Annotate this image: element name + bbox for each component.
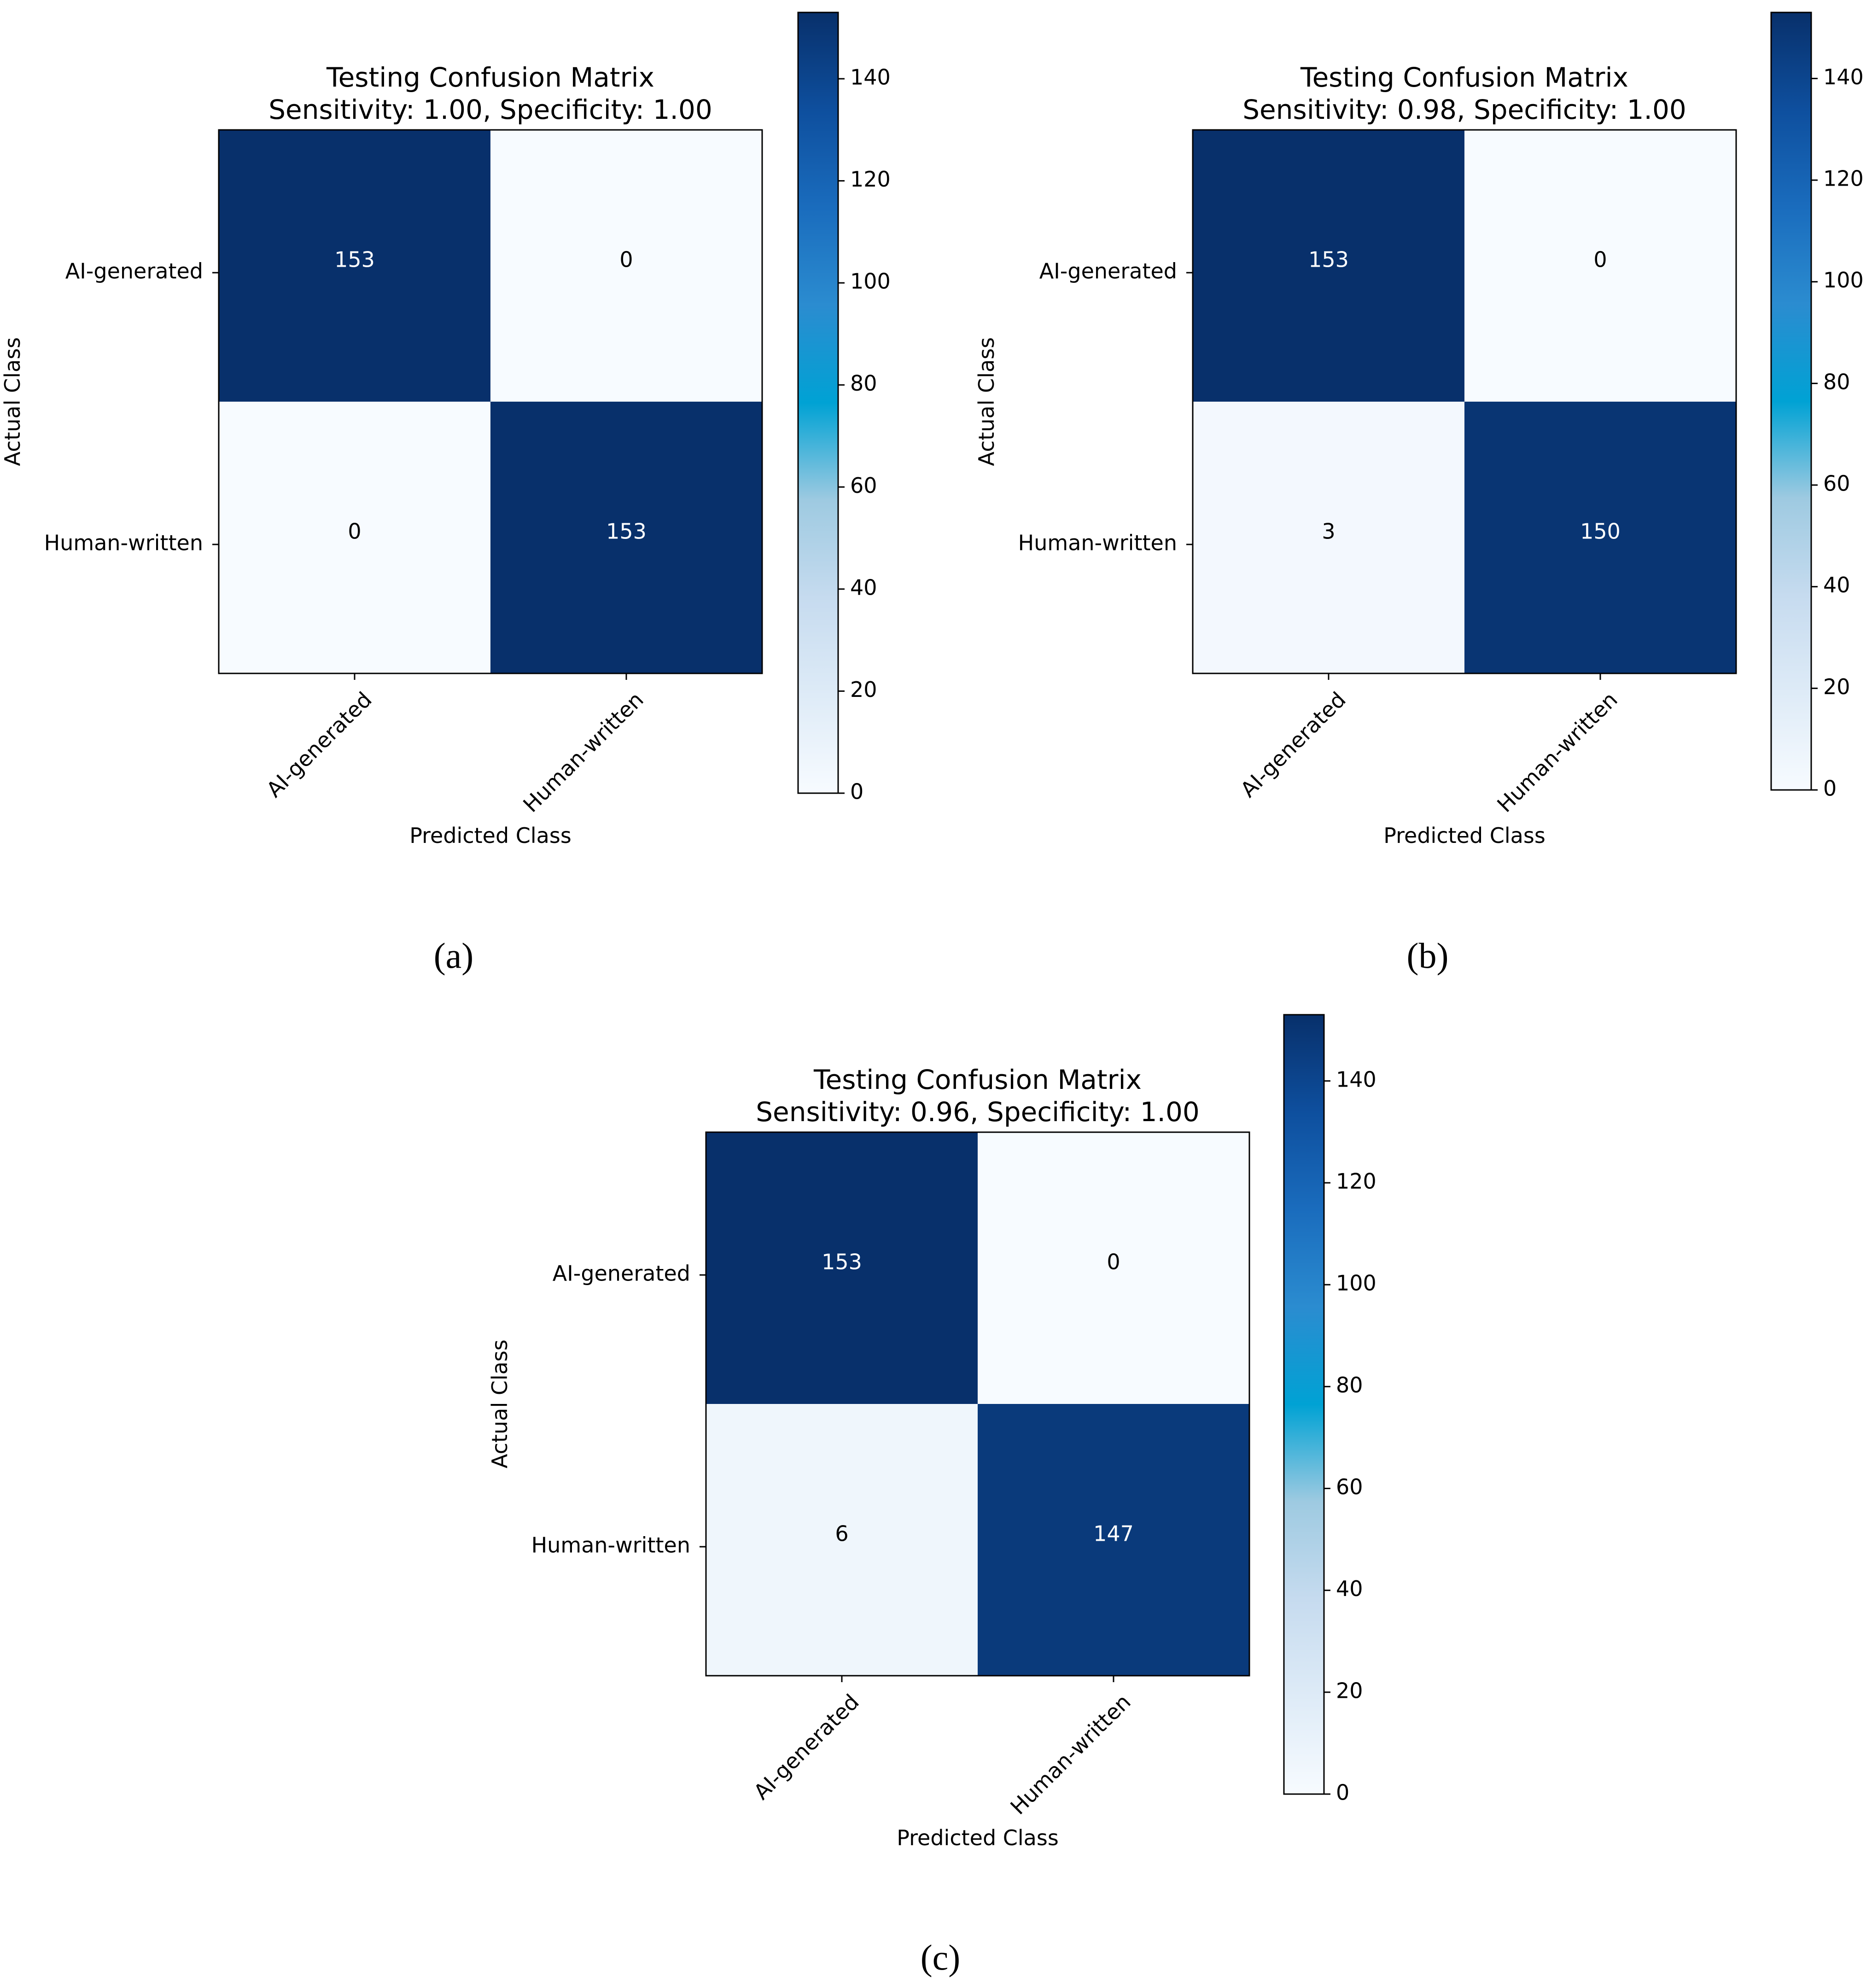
heatmap-cell: [1464, 130, 1736, 402]
colorbar-tick-label: 60: [1823, 471, 1850, 496]
y-tick-label: AI-generated: [553, 1261, 690, 1286]
colorbar-tick-label: 0: [1823, 776, 1837, 801]
colorbar-tick-label: 40: [1823, 573, 1850, 597]
plot-frame: [1192, 129, 1737, 674]
colorbar-tick-label: 100: [1823, 268, 1864, 292]
heatmap-cell: [1464, 402, 1736, 673]
cell-value-label: 153: [822, 1250, 862, 1275]
colorbar-frame: [797, 12, 839, 794]
x-tick-label: Human-written: [1492, 687, 1622, 817]
cell-value-label: 0: [1107, 1250, 1120, 1275]
x-tick-label: AI-generated: [262, 687, 377, 802]
colorbar-tick-label: 120: [1336, 1169, 1376, 1193]
heatmap-cell: [490, 402, 762, 673]
chart-subtitle: Sensitivity: 0.96, Specificity: 1.00: [756, 1096, 1200, 1128]
cell-value-label: 0: [619, 247, 633, 272]
chart-title: Testing Confusion Matrix: [326, 62, 654, 93]
x-tick-label: Human-written: [518, 687, 648, 817]
colorbar-tick-label: 80: [850, 371, 877, 396]
panel-caption-b: (b): [1406, 936, 1449, 976]
x-axis-label: Predicted Class: [897, 1825, 1059, 1850]
colorbar-tick-label: 0: [1336, 1780, 1349, 1805]
x-tick-label: AI-generated: [749, 1690, 864, 1805]
chart-subtitle: Sensitivity: 0.98, Specificity: 1.00: [1242, 94, 1686, 125]
colorbar-tick-label: 60: [850, 473, 877, 498]
colorbar-gradient: [798, 12, 838, 793]
y-tick-label: Human-written: [44, 531, 203, 555]
chart-subtitle: Sensitivity: 1.00, Specificity: 1.00: [268, 94, 712, 125]
panel-caption-c: (c): [920, 1937, 961, 1977]
y-tick-label: AI-generated: [65, 259, 203, 284]
colorbar-tick-label: 100: [1336, 1271, 1376, 1296]
chart-title: Testing Confusion Matrix: [813, 1064, 1142, 1095]
x-tick-label: AI-generated: [1236, 687, 1351, 802]
cell-value-label: 0: [348, 519, 361, 544]
cell-value-label: 0: [1593, 247, 1607, 272]
cell-value-label: 153: [606, 519, 647, 544]
colorbar-tick-label: 40: [1336, 1576, 1363, 1601]
colorbar-tick-label: 0: [850, 779, 863, 804]
colorbar-tick-label: 140: [1336, 1067, 1376, 1092]
x-axis-label: Predicted Class: [1383, 823, 1545, 848]
heatmap-cell: [706, 1404, 978, 1676]
cell-value-label: 153: [334, 247, 375, 272]
colorbar-tick-label: 120: [850, 167, 891, 192]
heatmap-cell: [1193, 402, 1464, 673]
y-axis-label: Actual Class: [0, 337, 25, 466]
cell-value-label: 147: [1093, 1521, 1134, 1546]
colorbar-tick-label: 20: [1336, 1678, 1363, 1703]
heatmap-cell: [706, 1132, 978, 1404]
heatmap-cell: [490, 130, 762, 402]
colorbar-tick-label: 140: [1823, 64, 1864, 89]
x-axis-label: Predicted Class: [409, 823, 572, 848]
cell-value-label: 150: [1580, 519, 1621, 544]
heatmap-cell: [1193, 130, 1464, 402]
colorbar-tick-label: 60: [1336, 1474, 1363, 1499]
colorbar-frame: [1770, 12, 1812, 791]
colorbar-gradient: [1284, 1015, 1324, 1794]
cell-value-label: 3: [1322, 519, 1335, 544]
panel-caption-a: (a): [433, 936, 474, 976]
colorbar-tick-label: 120: [1823, 166, 1864, 191]
cell-value-label: 153: [1308, 247, 1349, 272]
colorbar-tick-label: 80: [1823, 369, 1850, 394]
plot-frame: [705, 1131, 1250, 1677]
x-tick-label: Human-written: [1005, 1690, 1135, 1819]
colorbar-frame: [1283, 1014, 1325, 1795]
y-axis-label: Actual Class: [974, 337, 999, 466]
y-tick-label: Human-written: [1018, 531, 1177, 555]
colorbar-tick-label: 140: [850, 65, 891, 90]
heatmap-cell: [219, 130, 490, 402]
heatmap-cell: [219, 402, 490, 673]
chart-title: Testing Confusion Matrix: [1300, 62, 1628, 93]
colorbar-tick-label: 100: [850, 269, 891, 294]
colorbar-tick-label: 20: [850, 677, 877, 702]
y-tick-label: Human-written: [531, 1533, 690, 1558]
cell-value-label: 6: [835, 1521, 848, 1546]
colorbar-gradient: [1771, 12, 1811, 790]
y-tick-label: AI-generated: [1039, 259, 1177, 284]
heatmap-cell: [978, 1404, 1249, 1676]
plot-frame: [218, 129, 763, 674]
colorbar-tick-label: 40: [850, 575, 877, 600]
colorbar-tick-label: 20: [1823, 674, 1850, 699]
heatmap-cell: [978, 1132, 1249, 1404]
y-axis-label: Actual Class: [487, 1339, 512, 1468]
colorbar-tick-label: 80: [1336, 1373, 1363, 1397]
